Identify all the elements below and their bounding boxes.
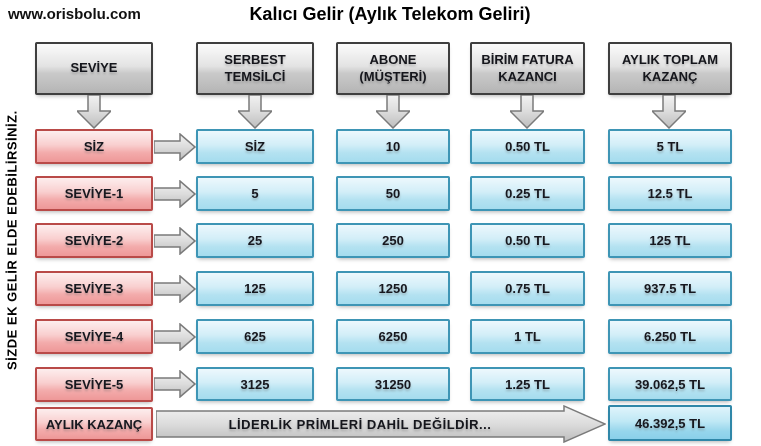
header-serbest-temsilci: SERBEST TEMSİLCİ: [196, 42, 314, 95]
table-cell: 12.5 TL: [608, 176, 732, 211]
cell-value: 625: [244, 329, 266, 344]
page-title: Kalıcı Gelir (Aylık Telekom Geliri): [249, 4, 531, 24]
right-arrow-icon: [154, 370, 196, 398]
cell-value: 0.50 TL: [505, 139, 550, 154]
table-cell: 5 TL: [608, 129, 732, 164]
table-cell: 10: [336, 129, 450, 164]
table-cell: 6250: [336, 319, 450, 354]
footer-label: AYLIK KAZANÇ: [35, 407, 153, 441]
table-cell: 39.062,5 TL: [608, 367, 732, 401]
cell-value: 39.062,5 TL: [634, 376, 706, 392]
table-cell: 3125: [196, 367, 314, 401]
cell-value: 3125: [240, 376, 270, 392]
row-label: SEVİYE-3: [35, 271, 153, 306]
table-cell: 0.75 TL: [470, 271, 585, 306]
right-arrow-icon: [154, 323, 196, 351]
cell-value: 0.50 TL: [505, 233, 550, 248]
cell-value: 10: [385, 139, 401, 154]
row-label: SİZ: [35, 129, 153, 164]
cell-value: 0.25 TL: [505, 186, 550, 201]
right-arrow-icon: [154, 180, 196, 208]
table-cell: 50: [336, 176, 450, 211]
side-note: SİZDE EK GELİR ELDE EDEBİLİRSİNİZ.: [4, 110, 20, 370]
cell-value: 5: [251, 186, 259, 201]
cell-value: 125: [244, 281, 266, 296]
table-cell: 1250: [336, 271, 450, 306]
cell-value: 937.5 TL: [643, 281, 697, 296]
right-arrow-icon: [154, 275, 196, 303]
table-cell: 6.250 TL: [608, 319, 732, 354]
table-cell: 125 TL: [608, 223, 732, 258]
cell-value: SİZ: [244, 139, 266, 154]
header-birim-fatura-kazanci: BİRİM FATURA KAZANCI: [470, 42, 585, 95]
row-label: SEVİYE-4: [35, 319, 153, 354]
cell-value: 1 TL: [514, 329, 541, 344]
table-cell: 1 TL: [470, 319, 585, 354]
table-cell: 0.25 TL: [470, 176, 585, 211]
header-abone-musteri: ABONE (MÜŞTERİ): [336, 42, 450, 95]
cell-value: 250: [382, 233, 404, 248]
table-cell: 0.50 TL: [470, 223, 585, 258]
cell-value: 12.5 TL: [647, 186, 693, 201]
header-label: ABONE (MÜŞTERİ): [359, 52, 427, 84]
right-arrow-icon: [154, 133, 196, 161]
row-label-text: SEVİYE-3: [64, 281, 124, 296]
header-label: AYLIK TOPLAM KAZANÇ: [621, 52, 719, 84]
row-label-text: SEVİYE-5: [64, 377, 124, 392]
right-arrow-icon: [154, 227, 196, 255]
down-arrow-icon: [652, 95, 686, 129]
table-cell: 5: [196, 176, 314, 211]
cell-value: 50: [385, 186, 401, 201]
cell-value: 6.250 TL: [643, 329, 697, 344]
total-value: 46.392,5 TL: [634, 415, 706, 431]
cell-value: 1250: [378, 281, 408, 296]
banner-arrow-icon: [156, 405, 606, 443]
cell-value: 25: [247, 233, 263, 248]
row-label-text: SİZ: [83, 139, 105, 154]
site-url: www.orisbolu.com: [8, 6, 141, 23]
header-label: SERBEST TEMSİLCİ: [224, 52, 286, 84]
cell-value: 31250: [374, 376, 412, 392]
down-arrow-icon: [238, 95, 272, 129]
table-cell: 937.5 TL: [608, 271, 732, 306]
row-label: SEVİYE-1: [35, 176, 153, 211]
header-seviye: SEVİYE: [35, 42, 153, 95]
cell-value: 1.25 TL: [505, 376, 550, 392]
table-cell: 0.50 TL: [470, 129, 585, 164]
table-cell: SİZ: [196, 129, 314, 164]
header-label: BİRİM FATURA KAZANCI: [481, 52, 574, 84]
header-label: SEVİYE: [70, 60, 118, 76]
row-label-text: SEVİYE-2: [64, 233, 124, 248]
cell-value: 5 TL: [656, 139, 684, 154]
down-arrow-icon: [77, 95, 111, 129]
row-label-text: SEVİYE-1: [64, 186, 124, 201]
down-arrow-icon: [510, 95, 544, 129]
table-cell: 31250: [336, 367, 450, 401]
table-cell: 1.25 TL: [470, 367, 585, 401]
row-label-text: SEVİYE-4: [64, 329, 124, 344]
table-cell: 250: [336, 223, 450, 258]
footer-label-text: AYLIK KAZANÇ: [45, 416, 143, 432]
table-cell: 25: [196, 223, 314, 258]
table-cell: 625: [196, 319, 314, 354]
table-cell: 125: [196, 271, 314, 306]
total-cell: 46.392,5 TL: [608, 405, 732, 441]
cell-value: 6250: [378, 329, 408, 344]
cell-value: 125 TL: [649, 233, 691, 248]
cell-value: 0.75 TL: [505, 281, 550, 296]
row-label: SEVİYE-5: [35, 367, 153, 402]
down-arrow-icon: [376, 95, 410, 129]
row-label: SEVİYE-2: [35, 223, 153, 258]
header-aylik-toplam-kazanc: AYLIK TOPLAM KAZANÇ: [608, 42, 732, 95]
